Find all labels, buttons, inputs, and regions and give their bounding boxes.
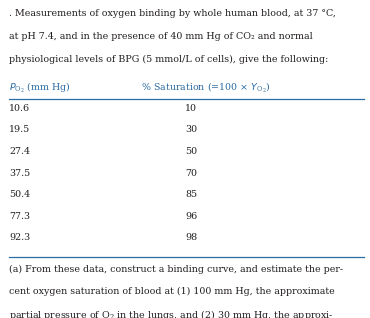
Text: 10.6: 10.6 — [9, 104, 30, 113]
Text: 19.5: 19.5 — [9, 125, 30, 134]
Text: 92.3: 92.3 — [9, 233, 30, 242]
Text: 98: 98 — [185, 233, 197, 242]
Text: 70: 70 — [185, 169, 197, 177]
Text: at pH 7.4, and in the presence of 40 mm Hg of CO₂ and normal: at pH 7.4, and in the presence of 40 mm … — [9, 32, 313, 41]
Text: cent oxygen saturation of blood at (1) 100 mm Hg, the approximate: cent oxygen saturation of blood at (1) 1… — [9, 287, 335, 296]
Text: 96: 96 — [185, 212, 197, 221]
Text: 27.4: 27.4 — [9, 147, 30, 156]
Text: 37.5: 37.5 — [9, 169, 30, 177]
Text: 10: 10 — [185, 104, 197, 113]
Text: $\mathit{P}_{\mathregular{O_2}}$ (mm Hg): $\mathit{P}_{\mathregular{O_2}}$ (mm Hg) — [9, 81, 71, 95]
Text: 85: 85 — [185, 190, 197, 199]
Text: (a) From these data, construct a binding curve, and estimate the per-: (a) From these data, construct a binding… — [9, 265, 343, 274]
Text: 50.4: 50.4 — [9, 190, 30, 199]
Text: partial pressure of $\mathregular{O_2}$ in the lungs, and (2) 30 mm Hg, the appr: partial pressure of $\mathregular{O_2}$ … — [9, 308, 334, 318]
Text: physiological levels of BPG (5 mmol/L of cells), give the following:: physiological levels of BPG (5 mmol/L of… — [9, 55, 329, 64]
Text: % Saturation (=100 $\times$ $\mathit{Y}_{\mathregular{O_2}}$): % Saturation (=100 $\times$ $\mathit{Y}_… — [141, 81, 270, 95]
Text: . Measurements of oxygen binding by whole human blood, at 37 °C,: . Measurements of oxygen binding by whol… — [9, 9, 336, 18]
Text: 77.3: 77.3 — [9, 212, 30, 221]
Text: 50: 50 — [185, 147, 197, 156]
Text: 30: 30 — [185, 125, 197, 134]
